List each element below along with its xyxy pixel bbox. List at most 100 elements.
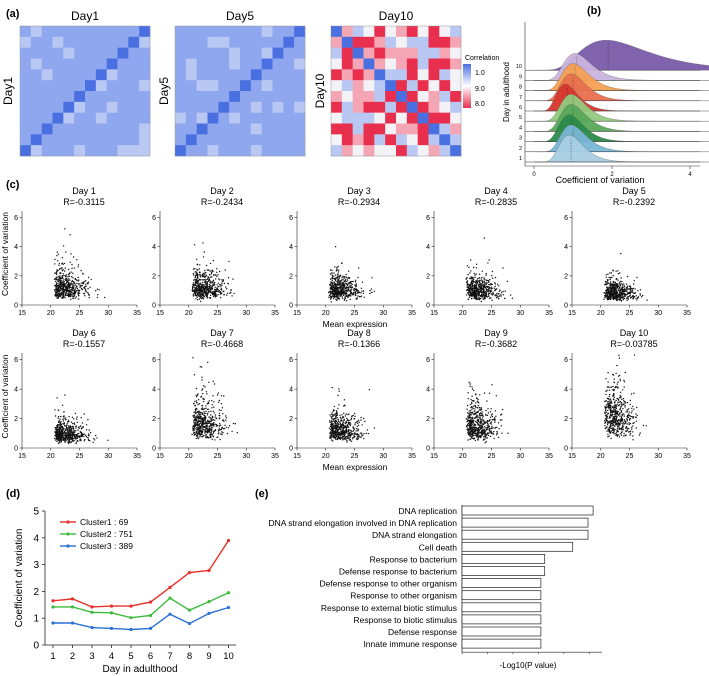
scatter-point bbox=[56, 276, 58, 278]
scatter-point bbox=[218, 399, 221, 402]
heatmap-cell bbox=[261, 91, 273, 103]
scatter-point bbox=[204, 432, 206, 434]
scatter-point bbox=[204, 408, 206, 410]
scatter-point bbox=[58, 292, 61, 294]
scatter-point bbox=[215, 292, 217, 295]
scatter-point bbox=[466, 265, 468, 267]
scatter-point bbox=[488, 287, 490, 289]
scatter-point bbox=[220, 288, 223, 290]
scatter-point bbox=[206, 282, 208, 284]
scatter-point bbox=[348, 286, 350, 288]
heatmap-cell bbox=[41, 123, 53, 135]
heatmap-cell bbox=[175, 69, 187, 81]
scatter-point bbox=[357, 434, 360, 436]
scatter-point bbox=[211, 427, 213, 429]
scatter-point bbox=[60, 293, 62, 295]
scatter-point bbox=[361, 432, 363, 434]
scatter-point bbox=[631, 288, 633, 290]
heatmap-cell bbox=[128, 134, 140, 146]
scatter-point bbox=[56, 440, 58, 443]
heatmap-cell bbox=[417, 36, 429, 48]
heatmap-cell bbox=[63, 112, 75, 124]
scatter-point bbox=[60, 423, 62, 426]
scatter-point bbox=[329, 431, 332, 433]
scatter-point bbox=[354, 294, 357, 297]
heatmap-cell bbox=[250, 80, 262, 92]
scatter-point bbox=[198, 421, 200, 423]
scatter-point bbox=[339, 284, 341, 286]
scatter-point bbox=[483, 294, 485, 296]
scatter-point bbox=[488, 259, 490, 261]
scatter-point bbox=[69, 433, 72, 435]
heatmap-cell bbox=[417, 26, 429, 38]
scatter-point bbox=[482, 297, 484, 299]
scatter-point bbox=[336, 289, 338, 292]
scatter-point bbox=[217, 436, 219, 438]
ridge-day-label: 8 bbox=[519, 85, 522, 91]
scatter-point bbox=[201, 366, 203, 368]
scatter-point bbox=[217, 401, 220, 403]
scatter-point bbox=[628, 288, 630, 290]
scatter-xtick-label: 35 bbox=[271, 310, 279, 317]
scatter-point bbox=[206, 436, 208, 438]
heatmap-cell bbox=[74, 134, 86, 146]
scatter-point bbox=[69, 434, 71, 437]
scatter-point bbox=[205, 428, 207, 430]
scatter-point bbox=[192, 295, 195, 297]
scatter-point bbox=[203, 422, 205, 424]
scatter-point bbox=[221, 433, 223, 436]
scatter-point bbox=[607, 273, 609, 275]
scatter-point bbox=[615, 270, 617, 272]
scatter-point bbox=[472, 266, 475, 269]
scatter-point bbox=[193, 279, 195, 281]
scatter-r-value: R=-0.2434 bbox=[201, 197, 243, 207]
scatter-ytick-label: 2 bbox=[152, 416, 156, 423]
scatter-point bbox=[478, 281, 480, 283]
scatter-r-value: R=-0.3682 bbox=[475, 339, 517, 349]
scatter-point bbox=[475, 263, 478, 265]
scatter-point bbox=[194, 411, 197, 413]
scatter-point bbox=[328, 294, 331, 297]
heatmap-cell bbox=[52, 80, 64, 92]
heatmap-cell bbox=[74, 91, 86, 103]
scatter-point bbox=[357, 419, 360, 421]
scatter-point bbox=[362, 292, 365, 294]
scatter-point bbox=[58, 420, 61, 422]
scatter-point bbox=[203, 284, 205, 286]
scatter-point bbox=[197, 431, 199, 433]
scatter-point bbox=[57, 253, 60, 255]
heatmap-cell bbox=[106, 26, 118, 38]
scatter-point bbox=[347, 424, 349, 426]
scatter-point bbox=[197, 277, 199, 279]
scatter-point bbox=[74, 288, 76, 291]
scatter-point bbox=[75, 433, 78, 436]
scatter-point bbox=[211, 293, 214, 295]
scatter-point bbox=[483, 282, 485, 284]
heatmap-cell bbox=[117, 47, 129, 59]
scatter-point bbox=[67, 287, 69, 289]
scatter-point bbox=[65, 274, 68, 276]
scatter-point bbox=[85, 291, 87, 293]
scatter-point bbox=[76, 437, 78, 439]
scatter-point bbox=[57, 425, 59, 427]
scatter-point bbox=[606, 281, 608, 283]
scatter-point bbox=[75, 441, 78, 443]
scatter-point bbox=[201, 408, 204, 411]
heatmap-cell bbox=[229, 80, 241, 92]
scatter-point bbox=[77, 426, 80, 428]
scatter-point bbox=[72, 432, 75, 434]
scatter-point bbox=[502, 290, 504, 293]
scatter-point bbox=[206, 427, 208, 429]
scatter-point bbox=[366, 429, 369, 431]
scatter-point bbox=[348, 283, 350, 285]
scatter-point bbox=[341, 285, 343, 287]
scatter-point bbox=[371, 291, 373, 294]
scatter-point bbox=[489, 278, 491, 281]
scatter-point bbox=[203, 251, 206, 253]
scatter-point bbox=[62, 291, 64, 294]
scatter-point bbox=[71, 287, 74, 289]
scatter-point bbox=[202, 292, 204, 294]
scatter-point bbox=[230, 289, 232, 292]
scatter-point bbox=[345, 276, 348, 278]
scatter-point bbox=[350, 418, 353, 420]
